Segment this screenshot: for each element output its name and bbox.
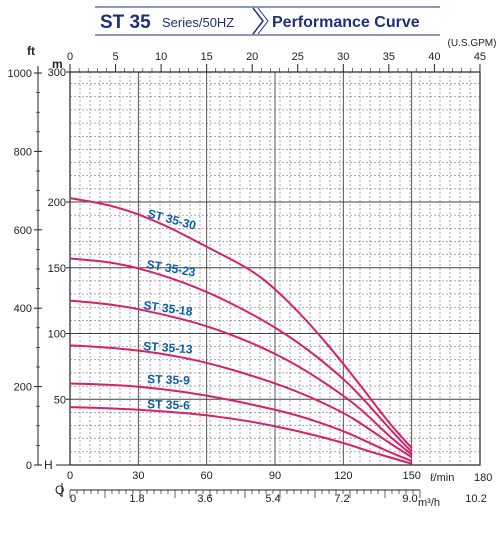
curve-label-st-35-18: ST 35-18 <box>143 298 194 319</box>
ft-tick-label: 800 <box>14 146 32 158</box>
curve-st-35-30 <box>69 197 413 449</box>
gpm-tick-label: 35 <box>383 51 395 63</box>
m-tick-label: 50 <box>54 394 66 406</box>
m3h-tick-label: 10.2 <box>465 493 486 505</box>
curve-label-st-35-13: ST 35-13 <box>143 339 194 356</box>
m3h-tick-label: 7.2 <box>334 493 349 505</box>
banner-chevron-icon <box>252 7 264 35</box>
ft-unit-label: ft <box>27 44 35 58</box>
lmin-tick-label: 120 <box>334 470 352 482</box>
lmin-tick-label: 30 <box>132 470 144 482</box>
m-tick-label: 300 <box>48 67 66 79</box>
gpm-tick-label: 40 <box>428 51 440 63</box>
m3h-tick-label: 0 <box>70 493 76 505</box>
m3h-tick-label: 3.6 <box>197 493 212 505</box>
m3h-tick-label: 1.8 <box>129 493 144 505</box>
gpm-tick-label: 0 <box>67 51 73 63</box>
lmin-unit-label: ℓ/min <box>430 472 454 484</box>
m3h-unit-label: m³/h <box>418 497 440 509</box>
lmin-tick-label-end: 180 <box>474 472 492 484</box>
curve-st-35-23 <box>69 257 413 453</box>
series-label: Series/50HZ <box>162 15 234 30</box>
curve-label-st-35-9: ST 35-9 <box>147 372 190 387</box>
title-banner: ST 35 Series/50HZ Performance Curve <box>95 6 440 36</box>
curve-label-st-35-23: ST 35-23 <box>145 257 196 279</box>
model-title: ST 35 <box>100 12 151 33</box>
ft-tick-label: 0 <box>26 460 32 472</box>
curve-label-st-35-6: ST 35-6 <box>147 397 190 412</box>
curve-st-35-13 <box>69 344 413 458</box>
ft-tick-label: 600 <box>14 225 32 237</box>
h-axis-label: H <box>44 458 53 472</box>
banner-chevron-icon-right <box>257 7 269 35</box>
gpm-tick-label: 30 <box>337 51 349 63</box>
curve-st-35-9 <box>69 382 413 462</box>
m3h-tick-label: 5.4 <box>265 493 280 505</box>
gpm-tick-label: 5 <box>112 51 118 63</box>
ft-tick-label: 400 <box>14 303 32 315</box>
m-tick-label: 150 <box>48 263 66 275</box>
q-axis-label: Q <box>55 483 64 497</box>
grid <box>70 72 480 465</box>
lmin-tick-label: 0 <box>67 470 73 482</box>
gpm-tick-label: 45 <box>474 51 486 63</box>
curve-st-35-6 <box>69 406 412 465</box>
curve-st-35-18 <box>69 299 413 456</box>
gpm-unit-label: (U.S.GPM) <box>448 38 497 49</box>
m3h-tick-label: 9.0 <box>402 493 417 505</box>
m-tick-label: 100 <box>48 329 66 341</box>
ft-tick-label: 200 <box>14 382 32 394</box>
lmin-tick-label: 60 <box>201 470 213 482</box>
m-tick-label: 200 <box>48 197 66 209</box>
m-unit-label: m <box>52 57 63 71</box>
performance-curve-title: Performance Curve <box>272 14 420 31</box>
lmin-tick-label: 90 <box>269 470 281 482</box>
gpm-tick-label: 10 <box>155 51 167 63</box>
gpm-tick-label: 25 <box>292 51 304 63</box>
gpm-tick-label: 20 <box>246 51 258 63</box>
curves <box>69 197 413 465</box>
ft-tick-label: 1000 <box>8 68 32 80</box>
gpm-tick-label: 15 <box>201 51 213 63</box>
lmin-tick-label: 150 <box>402 470 420 482</box>
